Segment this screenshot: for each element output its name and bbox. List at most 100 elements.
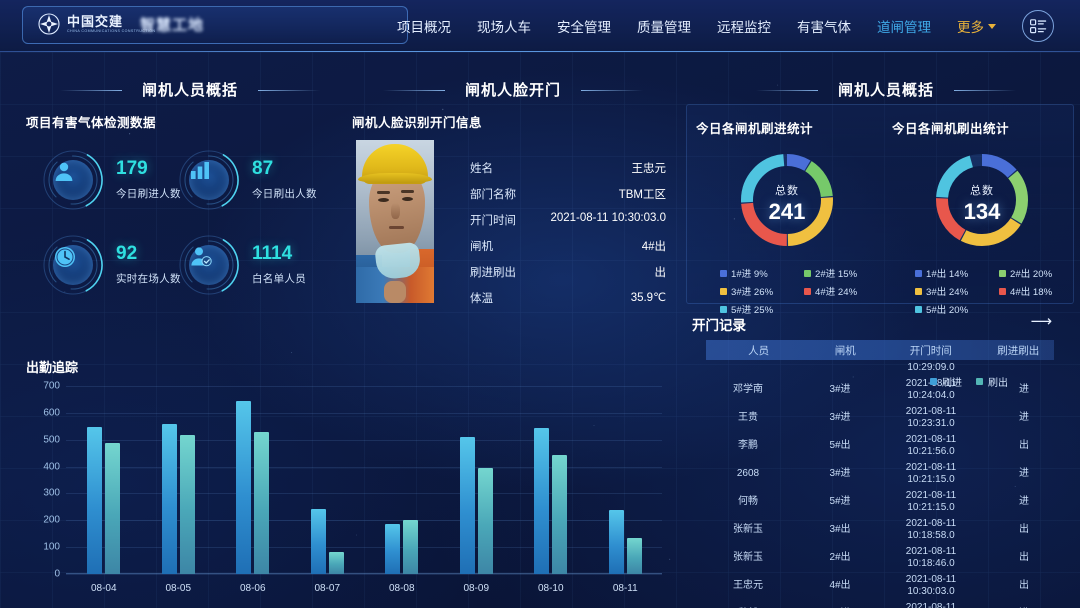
column-header-time: 开门时间	[909, 344, 952, 357]
face-panel-label: 闸机人脸识别开门信息	[352, 116, 483, 130]
legend-item[interactable]: 3#出 24%	[915, 284, 991, 298]
column-header-person: 人员	[748, 344, 770, 357]
bar-in[interactable]	[236, 400, 252, 574]
bar-group[interactable]: 08-07	[310, 509, 344, 594]
stat-card-whitelist[interactable]: 1114 白名单人员	[178, 234, 306, 296]
bar-in[interactable]	[459, 437, 475, 574]
nav-item-more[interactable]: 更多	[957, 16, 996, 36]
bar-group[interactable]: 08-06	[236, 400, 270, 594]
bar-out[interactable]	[254, 431, 270, 574]
bar-in[interactable]	[608, 509, 624, 574]
legend-swatch	[976, 378, 983, 385]
cell-direction: 进	[1019, 495, 1029, 507]
nav-item-gate-management[interactable]: 道闸管理	[877, 20, 931, 35]
table-row[interactable]: 张新玉 3#出 2021-08-11 10:18:58.0 出	[692, 516, 1068, 544]
legend-item[interactable]: 4#出 18%	[999, 284, 1075, 298]
legend-item[interactable]: 1#进 9%	[720, 266, 796, 280]
cell-direction: 进	[1019, 383, 1029, 395]
person-check-icon	[189, 245, 229, 285]
bar-group[interactable]: 08-05	[161, 423, 195, 594]
table-row[interactable]: 王忠元 4#出 2021-08-11 10:30:03.0 出	[692, 572, 1068, 600]
legend-item[interactable]: 3#进 26%	[720, 284, 796, 298]
bar-out[interactable]	[179, 435, 195, 574]
table-row[interactable]: 2608 3#进 2021-08-11 10:21:15.0 进	[692, 460, 1068, 488]
bar-out[interactable]	[477, 467, 493, 574]
legend-item-in[interactable]: 刷进	[930, 374, 962, 389]
bar-in[interactable]	[534, 427, 550, 574]
gridline	[66, 439, 662, 441]
stat-card-onsite-now[interactable]: 92 实时在场人数	[42, 234, 181, 296]
bar-out[interactable]	[626, 537, 642, 574]
arrow-right-icon[interactable]: ⟶	[1030, 313, 1052, 330]
cell-direction: 出	[1019, 523, 1029, 535]
bar-out[interactable]	[105, 443, 121, 574]
bar-out[interactable]	[403, 520, 419, 574]
app-header: 中国交建 CHINA COMMUNICATIONS CONSTRUCTION 智…	[0, 0, 1080, 52]
cell-direction: 进	[1019, 411, 1029, 423]
legend-item[interactable]: 5#进 25%	[720, 302, 796, 316]
table-row[interactable]: 何畅 5#进 2021-08-11 10:21:15.0 进	[692, 488, 1068, 516]
stat-card-today-in[interactable]: 179 今日刷进人数	[42, 149, 181, 211]
gridline	[66, 520, 662, 522]
legend-item[interactable]: 5#出 20%	[915, 302, 991, 316]
y-axis-tick: 300	[43, 487, 60, 499]
nav-item-hazardous-gas[interactable]: 有害气体	[797, 20, 851, 35]
legend-item[interactable]: 2#进 15%	[804, 266, 880, 280]
table-row[interactable]: 李鹏 5#出 2021-08-11 10:21:56.0 出	[692, 432, 1068, 460]
cell-gate: 3#进	[829, 383, 851, 395]
x-axis-tick: 08-05	[165, 583, 192, 594]
donut-total: 241	[768, 199, 806, 224]
main-nav: 项目概况 现场人车 安全管理 质量管理 远程监控 有害气体 道闸管理 更多	[397, 0, 996, 52]
legend-item[interactable]: 4#进 24%	[804, 284, 880, 298]
bar-group[interactable]: 08-04	[87, 426, 121, 594]
nav-item-project-overview[interactable]: 项目概况	[397, 20, 451, 35]
gridline	[66, 547, 662, 549]
donut-total: 134	[963, 199, 1001, 224]
cell-time: 2021-08-11 10:23:31.0	[905, 405, 957, 430]
legend-label: 5#进 25%	[731, 305, 774, 316]
field-department: 部门名称 TBM工区	[470, 186, 666, 208]
bar-group[interactable]: 08-09	[459, 437, 493, 594]
nav-item-remote-monitoring[interactable]: 远程监控	[717, 20, 771, 35]
records-table-body[interactable]: 10:29:09.0 邓学南3#进2021-08-1110:24:04.0进王贵…	[692, 362, 1068, 608]
x-axis	[66, 573, 662, 574]
section-title-left: 闸机人员概括	[60, 79, 248, 100]
stat-card-today-out[interactable]: 87 今日刷出人数	[178, 149, 317, 211]
legend-label: 刷出	[988, 378, 1008, 389]
table-row-partial: 10:29:09.0	[692, 362, 1068, 376]
bar-in[interactable]	[161, 423, 177, 574]
bar-out[interactable]	[328, 551, 344, 574]
cell-time: 2021-08-11 10:18:58.0	[905, 517, 957, 542]
table-row[interactable]: 张新玉 2#出 2021-08-11 10:18:46.0 出	[692, 544, 1068, 572]
legend-item[interactable]: 2#出 20%	[999, 266, 1075, 280]
y-axis-tick: 0	[54, 568, 60, 580]
list-menu-icon[interactable]	[1022, 10, 1054, 42]
nav-item-quality-management[interactable]: 质量管理	[637, 20, 691, 35]
bar-in[interactable]	[87, 426, 103, 574]
legend-swatch	[720, 287, 727, 295]
legend-label: 1#进 9%	[731, 269, 768, 280]
bar-group[interactable]: 08-08	[385, 520, 419, 594]
field-value: 王忠元	[631, 163, 667, 175]
legend-label: 2#进 15%	[815, 269, 858, 280]
stat-label: 实时在场人数	[116, 272, 181, 285]
cell-person: 张新玉	[733, 551, 763, 563]
legend-item-out[interactable]: 刷出	[976, 374, 1008, 389]
cell-time: 2021-08-11 10:18:46.0	[905, 545, 957, 570]
cell-time: 2021-08-11 10:30:03.0	[905, 573, 957, 598]
table-row[interactable]: 王贵 3#进 2021-08-11 10:23:31.0 进	[692, 404, 1068, 432]
bar-group[interactable]: 08-10	[534, 427, 568, 594]
bar-out[interactable]	[552, 454, 568, 574]
nav-item-safety-management[interactable]: 安全管理	[557, 20, 611, 35]
cell-direction: 出	[1019, 439, 1029, 451]
bar-in[interactable]	[385, 524, 401, 574]
field-value: TBM工区	[618, 189, 666, 201]
bar-group[interactable]: 08-11	[608, 509, 642, 594]
nav-item-site-personnel-vehicles[interactable]: 现场人车	[477, 20, 531, 35]
bar-in[interactable]	[310, 509, 326, 574]
stat-value: 92	[116, 243, 138, 265]
legend-item[interactable]: 1#出 14%	[915, 266, 991, 280]
field-gate: 闸机 4#出	[470, 238, 666, 260]
